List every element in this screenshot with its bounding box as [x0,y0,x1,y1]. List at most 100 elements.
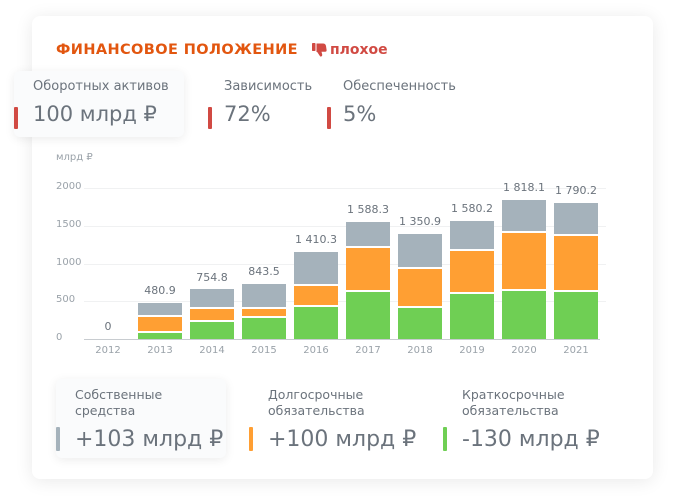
legend-equity[interactable]: Собственные средства +103 млрд ₽ [56,379,226,458]
bar-total-label: 1 588.3 [347,203,389,217]
bar-stack-2019[interactable] [450,221,494,339]
gridline [84,264,606,265]
bar-stack-2013[interactable] [138,303,182,339]
y-tick: 500 [56,294,76,305]
x-tick: 2021 [563,345,589,356]
legend-label-line1: Краткосрочные [462,387,565,402]
status-label: плохое [329,42,388,58]
gridline [84,226,606,227]
bar-stack-2018[interactable] [398,234,442,339]
x-tick: 2016 [303,345,329,356]
legend-label-line1: Долгосрочные [268,387,364,402]
bar-segment [502,233,546,291]
x-tick: 2019 [459,345,485,356]
legend-short-term-liabilities[interactable]: Краткосрочные обязательства -130 млрд ₽ [443,387,623,452]
x-axis-line [84,339,600,340]
bar-total-label: 1 410.3 [295,233,337,247]
bar-segment [450,251,494,294]
status-badge: плохое [311,42,388,58]
bar-segment [450,221,494,251]
bar-segment [294,286,338,307]
bar-stack-2021[interactable] [554,203,598,339]
bar-segment [190,289,234,309]
bar-stack-2015[interactable] [242,284,286,339]
legend-label-line2: обязательства [462,403,559,418]
bar-segment [398,308,442,339]
bar-total-label: 480.9 [144,284,176,297]
gridline [84,188,606,189]
section-title: ФИНАНСОВОЕ ПОЛОЖЕНИЕ [56,42,298,58]
bar-total-label: 843.5 [248,265,280,279]
thumbs-down-icon [311,43,327,57]
bar-stack-2014[interactable] [190,289,234,339]
bar-segment [346,248,390,292]
x-tick: 2012 [95,345,121,356]
bar-segment [190,322,234,339]
legend-color-bar [443,427,447,451]
bar-segment [294,307,338,339]
bar-total-label: 1 818.1 [503,181,545,195]
x-tick: 2017 [355,345,381,356]
bar-segment [450,294,494,339]
y-tick: 1000 [56,257,82,268]
metric-label: Обеспеченность [343,79,456,94]
bar-segment [554,203,598,236]
legend-label-line1: Собственные [75,387,163,402]
metric-label: Оборотных активов [33,79,169,94]
bar-stack-2016[interactable] [294,252,338,339]
indicator-bar [208,107,212,129]
bar-total-label: 1 580.2 [451,202,493,216]
bar-segment [398,234,442,269]
legend-color-bar [249,427,253,451]
y-axis-label: млрд ₽ [56,152,93,163]
bar-segment [242,318,286,339]
bar-total-label: 1 350.9 [399,215,441,229]
x-tick: 2013 [147,345,173,356]
bar-stack-2017[interactable] [346,222,390,339]
bar-segment [398,269,442,308]
bar-segment [554,236,598,292]
indicator-bar [327,107,331,129]
metric-value: 5% [343,102,377,126]
bar-segment [554,292,598,339]
x-tick: 2018 [407,345,433,356]
legend-color-bar [56,427,60,451]
bar-segment [502,291,546,339]
legend-label-line2: обязательства [268,403,365,418]
metric-value: 72% [224,102,271,126]
bar-segment [190,309,234,322]
legend-long-term-liabilities[interactable]: Долгосрочные обязательства +100 млрд ₽ [249,387,429,452]
metric-dependency[interactable]: Зависимость 72% [208,79,318,129]
bar-segment [346,222,390,248]
bar-segment [346,292,390,339]
metric-value: 100 млрд ₽ [33,102,157,126]
legend-value: +103 млрд ₽ [75,427,224,452]
bar-stack-2020[interactable] [502,200,546,339]
indicator-bar [14,107,18,129]
header: ФИНАНСОВОЕ ПОЛОЖЕНИЕ плохое [56,42,388,58]
x-tick: 2014 [199,345,225,356]
gridline [84,301,606,302]
bar-total-label: 1 790.2 [555,184,597,198]
bar-segment [138,333,182,339]
x-tick: 2020 [511,345,537,356]
bar-segment [242,284,286,309]
bar-segment [502,200,546,233]
metric-current-assets[interactable]: Оборотных активов 100 млрд ₽ [14,71,184,137]
legend-label-line2: средства [75,403,136,418]
bar-total-label: 0 [104,320,112,333]
legend-value: -130 млрд ₽ [462,427,600,452]
legend-value: +100 млрд ₽ [268,427,417,452]
metric-provision[interactable]: Обеспеченность 5% [327,79,467,129]
y-tick: 0 [56,332,63,343]
x-tick: 2015 [251,345,277,356]
metric-label: Зависимость [224,79,313,94]
y-tick: 1500 [56,219,82,230]
bar-segment [138,303,182,317]
y-tick: 2000 [56,181,82,192]
bar-segment [242,309,286,318]
bar-total-label: 754.8 [196,270,228,284]
bar-segment [294,252,338,286]
bar-segment [138,317,182,333]
